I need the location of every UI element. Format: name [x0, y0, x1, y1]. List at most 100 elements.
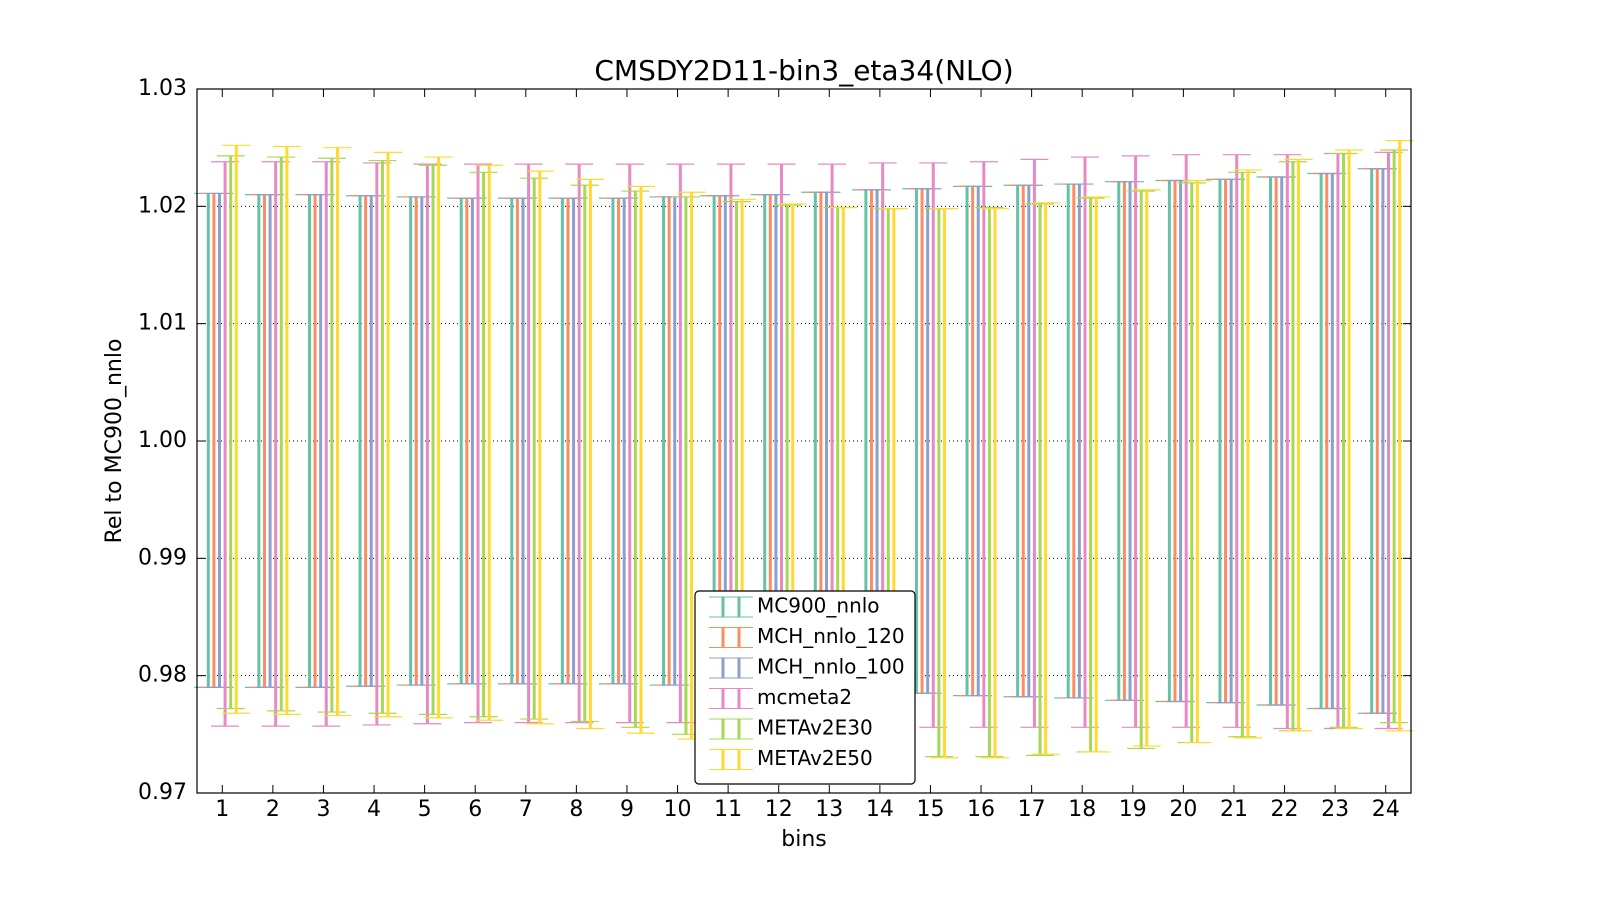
- error-bar: [357, 195, 386, 687]
- error-bar: [1273, 154, 1302, 730]
- error-bar: [323, 147, 352, 717]
- error-bar: [1233, 169, 1262, 739]
- error-bar: [1065, 183, 1094, 699]
- error-bar: [458, 197, 487, 685]
- error-bar: [610, 197, 639, 685]
- y-tick-label: 1.00: [138, 428, 187, 453]
- error-bar: [374, 151, 403, 718]
- x-tick-label: 17: [1018, 797, 1046, 822]
- error-bar: [559, 197, 588, 685]
- error-bar: [475, 164, 504, 721]
- error-bar: [570, 184, 599, 723]
- error-bar: [621, 190, 650, 728]
- error-bar: [1385, 140, 1414, 732]
- x-tick-label: 11: [714, 797, 742, 822]
- error-bar: [520, 177, 549, 720]
- legend-label: METAv2E30: [757, 716, 873, 740]
- error-bar: [1329, 152, 1358, 728]
- error-bar: [964, 185, 993, 697]
- error-bar: [256, 194, 285, 689]
- error-bar: [413, 163, 442, 725]
- error-bar: [1127, 190, 1156, 750]
- error-bar: [525, 170, 554, 725]
- x-tick-label: 5: [418, 797, 432, 822]
- error-bar: [1368, 168, 1397, 714]
- error-bar: [317, 157, 346, 713]
- y-tick-label: 1.01: [138, 311, 187, 336]
- error-bar: [222, 144, 251, 714]
- error-bar: [211, 161, 240, 727]
- error-bar: [267, 156, 296, 712]
- error-bar: [1071, 156, 1100, 728]
- error-bar: [1222, 154, 1251, 728]
- x-tick-label: 19: [1119, 797, 1147, 822]
- legend-label: MC900_nnlo: [757, 594, 880, 618]
- error-bar: [362, 162, 391, 726]
- error-bar: [1267, 176, 1296, 706]
- error-bar: [1132, 189, 1161, 747]
- error-bar: [565, 163, 594, 724]
- error-bar: [1020, 158, 1049, 728]
- error-bar: [205, 192, 234, 689]
- x-tick-label: 18: [1068, 797, 1096, 822]
- error-bar: [1031, 202, 1060, 755]
- x-tick-label: 9: [620, 797, 634, 822]
- y-tick-label: 1.02: [138, 193, 187, 218]
- error-bar: [368, 159, 397, 714]
- error-bar: [419, 164, 448, 715]
- x-axis-label: bins: [781, 827, 826, 852]
- error-bar: [216, 155, 245, 710]
- x-tick-label: 20: [1169, 797, 1197, 822]
- error-bar: [1318, 172, 1347, 710]
- legend-box: [694, 590, 916, 785]
- y-tick-label: 0.97: [138, 780, 187, 805]
- error-bar: [469, 171, 498, 718]
- x-tick-label: 23: [1321, 797, 1349, 822]
- x-tick-label: 8: [569, 797, 583, 822]
- x-tick-label: 7: [519, 797, 533, 822]
- x-tick-label: 13: [815, 797, 843, 822]
- x-tick-label: 14: [866, 797, 894, 822]
- error-bar: [1374, 151, 1403, 730]
- error-bar: [1172, 154, 1201, 728]
- error-bar: [312, 161, 341, 727]
- error-bar: [508, 197, 537, 685]
- error-bar: [1082, 196, 1111, 753]
- y-tick-label: 0.99: [138, 545, 187, 570]
- chart-title: CMSDY2D11-bin3_eta34(NLO): [594, 54, 1013, 87]
- error-bar: [666, 163, 695, 724]
- error-bar: [1115, 181, 1144, 701]
- error-bar: [576, 178, 605, 730]
- y-tick-label: 0.98: [138, 663, 187, 688]
- error-bar: [514, 163, 543, 724]
- legend-label: METAv2E50: [757, 746, 873, 770]
- x-tick-label: 2: [266, 797, 280, 822]
- axes-frame: [196, 88, 1412, 794]
- error-bar: [261, 161, 290, 727]
- x-tick-label: 10: [664, 797, 692, 822]
- error-bar: [306, 194, 335, 689]
- y-tick-label: 1.03: [138, 76, 187, 101]
- error-bar: [424, 156, 453, 719]
- legend-label: mcmeta2: [757, 685, 852, 709]
- legend-label: MCH_nnlo_120: [757, 624, 905, 648]
- x-tick-label: 21: [1220, 797, 1248, 822]
- x-tick-label: 1: [215, 797, 229, 822]
- error-bar: [272, 145, 301, 715]
- x-tick-label: 15: [916, 797, 944, 822]
- error-bar: [975, 206, 1004, 758]
- error-bar: [969, 161, 998, 728]
- error-bar: [1228, 171, 1257, 738]
- x-tick-label: 24: [1372, 797, 1400, 822]
- x-tick-label: 16: [967, 797, 995, 822]
- error-bar: [913, 188, 942, 694]
- error-bar: [930, 208, 959, 759]
- error-bar: [1284, 158, 1313, 732]
- error-bar: [1014, 184, 1043, 698]
- x-tick-label: 3: [316, 797, 330, 822]
- legend-label: MCH_nnlo_100: [757, 655, 905, 679]
- error-bar: [919, 162, 948, 728]
- error-bar: [1335, 149, 1364, 730]
- error-bar: [1121, 155, 1150, 728]
